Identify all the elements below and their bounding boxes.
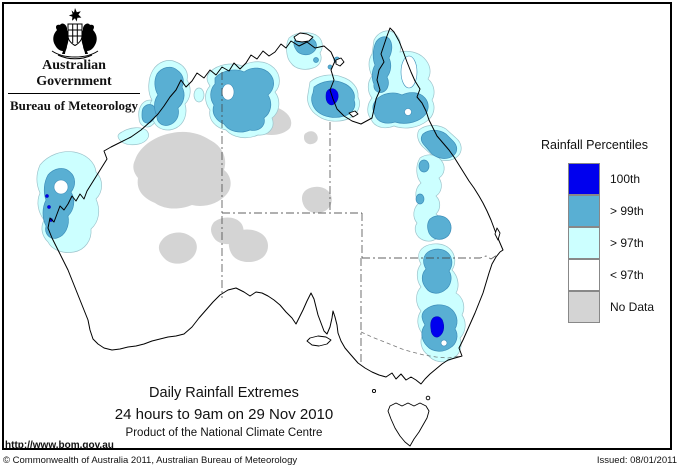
title-block: Daily Rainfall Extremes 24 hours to 9am …	[74, 385, 374, 439]
mornington-island	[348, 110, 359, 118]
groote-eylandt	[335, 57, 345, 67]
government-title: Australian Government	[36, 58, 112, 89]
region-holes	[53, 55, 448, 347]
map-subtitle-period: 24 hours to 9am on 29 Nov 2010	[114, 406, 334, 423]
tasmania	[387, 402, 430, 447]
footer-bar: © Commonwealth of Australia 2011, Austra…	[0, 453, 680, 467]
issued-date: Issued: 08/01/2011	[596, 455, 677, 466]
legend-label-lt97th: < 97th	[610, 268, 644, 282]
legend-label-nodata: No Data	[610, 300, 655, 314]
copyright-text: © Commonwealth of Australia 2011, Austra…	[3, 455, 298, 466]
legend-swatch-100th	[568, 163, 600, 195]
map-subtitle-product: Product of the National Climate Centre	[125, 427, 323, 439]
tiwi-islands	[293, 32, 314, 43]
bom-url: http://www.bom.gov.au	[5, 440, 114, 451]
islands	[293, 32, 501, 447]
legend-label-gt99th: > 99th	[610, 204, 644, 218]
legend-swatch-lt97th	[568, 259, 600, 291]
state-borders	[221, 72, 498, 364]
header-divider	[8, 93, 140, 94]
legend-swatch-gt99th	[568, 195, 600, 227]
kangaroo-island	[306, 335, 332, 347]
legend-swatch-gt97th	[568, 227, 600, 259]
fraser-island	[494, 227, 501, 241]
legend-title: Rainfall Percentiles	[541, 138, 648, 152]
king-island	[371, 388, 377, 394]
legend-label-100th: 100th	[610, 172, 641, 186]
legend-label-gt97th: > 97th	[610, 236, 644, 250]
flinders-island	[425, 395, 431, 401]
government-header: Australian Government Bureau of Meteorol…	[6, 58, 142, 114]
coastline	[47, 27, 504, 385]
coat-of-arms	[51, 8, 99, 60]
legend-swatch-nodata	[568, 291, 600, 323]
bureau-title: Bureau of Meteorology	[9, 98, 139, 113]
legend: Rainfall Percentiles 100th > 99th > 97th…	[537, 138, 677, 323]
percentile-100-regions	[45, 88, 445, 338]
map-title: Daily Rainfall Extremes	[149, 385, 299, 401]
